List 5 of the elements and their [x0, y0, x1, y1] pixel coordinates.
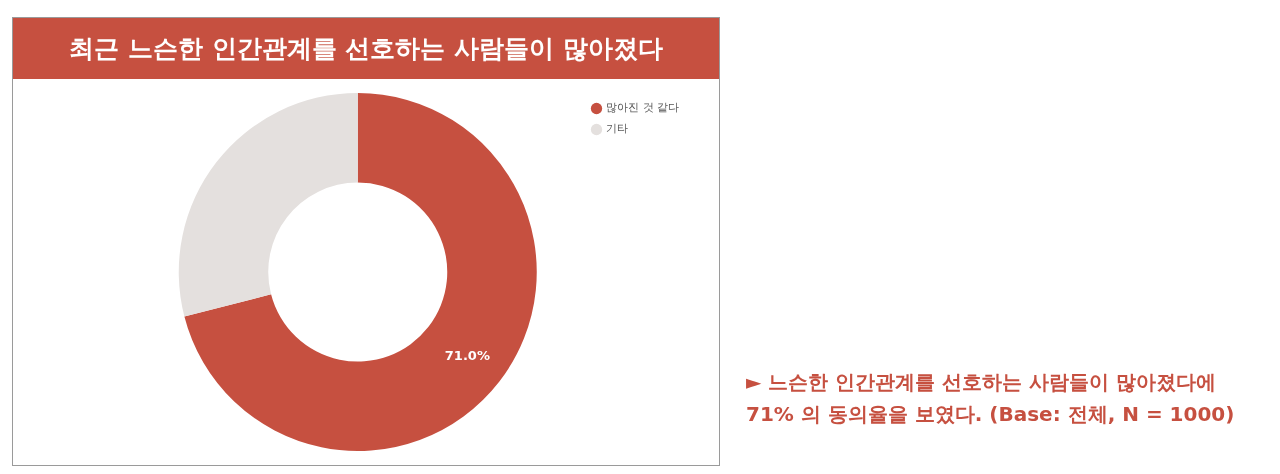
legend-label: 많아진 것 같다	[606, 101, 680, 115]
text: ► 느슨한 인간관계를 선호하는 사람들이 많아졌다에 71% 의 동의율을 보였다. (Base: 전체, N = 1000)	[746, 369, 1236, 428]
data-label: 71.0%	[444, 348, 490, 364]
chart-title: 최근 느슨한 인간관계를 선호하는 사람들이 많아졌다	[13, 18, 719, 79]
legend-label: 기타	[606, 122, 629, 136]
